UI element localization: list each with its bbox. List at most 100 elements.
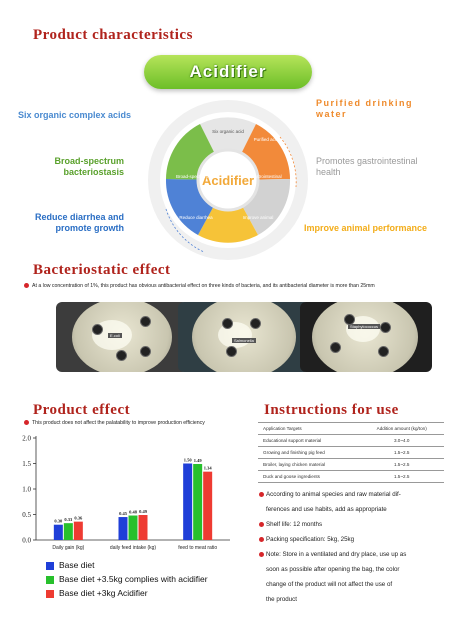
legend-swatch (46, 589, 54, 598)
bar-value-label: 1.34 (204, 466, 213, 471)
petri-label: E.coli (108, 333, 122, 338)
instruction-bullet-continued: soon as possible after opening the bag, … (266, 566, 400, 573)
table-header-row: Application Targets Addition amount (kg/… (258, 422, 444, 435)
table-row: Educational support material 3.0~4.0 (258, 434, 444, 447)
instruction-bullet: Packing specification: 5kg, 25kg (259, 536, 354, 544)
wheel-center-label: Acidifier (202, 173, 254, 188)
effect-description: This product does not affect the palatab… (24, 420, 205, 426)
chart-bar (118, 517, 128, 540)
acidifier-pill: Acidifier (144, 55, 312, 89)
table-cell: 1.5~2.5 (359, 470, 444, 483)
antibiotic-disc (116, 350, 127, 361)
wheel-center (196, 148, 260, 212)
table-row: Growing and finishing pig feed 1.5~2.5 (258, 446, 444, 459)
table-cell: Broiler, laying chicken material (258, 458, 360, 471)
bullet-icon (259, 536, 264, 542)
feature-animal-performance: Improve animal performance (304, 223, 428, 233)
legend-label: Base diet +3kg Acidifier (59, 588, 148, 598)
connector-left (165, 208, 205, 253)
antibiotic-disc (378, 346, 389, 357)
antibiotic-disc (140, 316, 151, 327)
table-cell: Growing and finishing pig feed (258, 446, 360, 459)
antibiotic-disc (222, 318, 233, 329)
wheel-segment-label: Gastrointestinal (250, 174, 281, 179)
table-cell: 3.0~4.0 (359, 434, 444, 447)
legend-swatch (46, 575, 54, 584)
table-header: Application Targets (258, 422, 360, 435)
feature-gastrointestinal: Promotes gastrointestinal health (316, 156, 418, 177)
antibiotic-disc (226, 346, 237, 357)
bullet-icon (259, 551, 264, 557)
chart-bar (128, 515, 138, 540)
legend-label: Base diet (59, 560, 95, 570)
instruction-bullet: Shelf life: 12 months (259, 521, 322, 529)
table-cell: 1.5~2.5 (359, 446, 444, 459)
acidifier-pill-label: Acidifier (189, 62, 267, 81)
x-category-label: feed to meat ratio (178, 545, 217, 551)
feature-purified-water: Purified drinking water (316, 98, 414, 119)
bar-value-label: 0.30 (54, 519, 63, 524)
wheel-segment-label: Purified acid (254, 137, 279, 142)
bar-value-label: 0.45 (119, 511, 128, 516)
petri-photo-ecoli: E.coli (56, 302, 188, 372)
acidifier-wheel: Acidifier Six organic acid Purified acid… (148, 100, 308, 260)
effect-text: This product does not affect the palatab… (32, 420, 205, 426)
petri-photo-salmonella: Salmonella (178, 302, 310, 372)
y-tick-label: 1.0 (22, 486, 31, 494)
y-tick-label: 2.0 (22, 435, 31, 443)
table-row: Broiler, laying chicken material 1.5~2.5 (258, 458, 444, 471)
wheel-segment-label: Reduce diarrhea (179, 215, 213, 220)
bar-value-label: 0.49 (139, 509, 148, 514)
bacteriostatic-description: At a low concentration of 1%, this produ… (24, 283, 375, 289)
bar-value-label: 0.48 (129, 510, 138, 515)
product-characteristics-title: Product characteristics (33, 27, 193, 43)
feature-reduce-diarrhea: Reduce diarrhea and promote growth (34, 212, 124, 233)
petri-label: Staphylococcus (348, 324, 381, 329)
chart-bar (53, 524, 63, 540)
bacteriostatic-text: At a low concentration of 1%, this produ… (32, 283, 375, 289)
antibiotic-disc (250, 318, 261, 329)
instruction-bullet: According to animal species and raw mate… (259, 491, 401, 499)
bar-value-label: 1.50 (184, 458, 193, 463)
table-cell: 1.5~2.5 (359, 458, 444, 471)
table-cell: Educational support material (258, 434, 360, 447)
table-header: Addition amount (kg/ton) (359, 422, 444, 435)
y-tick-label: 0.0 (22, 537, 31, 545)
feature-six-organic-acids: Six organic complex acids (18, 110, 132, 120)
feature-broad-spectrum: Broad-spectrum bacteriostasis (54, 156, 124, 177)
table-row: Duck and goose ingredients 1.5~2.5 (258, 470, 444, 483)
legend-item: Base diet (46, 560, 94, 570)
bar-value-label: 0.33 (64, 517, 73, 522)
connector-right (279, 136, 297, 188)
chart-bar (203, 471, 213, 540)
bullet-icon (24, 283, 29, 289)
instruction-bullet-continued: ferences and use habits, add as appropri… (266, 506, 387, 513)
bullet-icon (24, 420, 29, 426)
bullet-icon (259, 491, 264, 497)
chart-bar (63, 523, 73, 540)
chart-bar (193, 464, 203, 540)
wheel-segment-label: Improve animal (243, 215, 274, 220)
instruction-bullet-continued: change of the product will not affect th… (266, 581, 393, 588)
chart-bar (183, 463, 193, 540)
wheel-segment-label: Broad-spectrum (176, 174, 208, 179)
legend-swatch (46, 561, 54, 570)
product-effect-chart: 0.0 0.5 1.0 1.5 2.0 0.30 0.33 0.36 Daily gain (k… (22, 435, 230, 551)
instructions-table: Application Targets Addition amount (kg/… (258, 422, 444, 483)
y-tick-label: 0.5 (22, 511, 31, 519)
petri-photo-staph: Staphylococcus (300, 302, 432, 372)
chart-bar (73, 521, 83, 540)
bar-value-label: 1.49 (194, 458, 203, 463)
instructions-title: Instructions for use (264, 402, 399, 418)
x-category-label: Daily gain (kg) (52, 545, 84, 551)
product-effect-title: Product effect (33, 402, 131, 418)
y-tick-label: 1.5 (22, 460, 31, 468)
antibiotic-disc (140, 346, 151, 357)
bar-value-label: 0.36 (74, 516, 83, 521)
chart-bar (138, 515, 148, 540)
petri-label: Salmonella (232, 338, 256, 343)
bullet-icon (259, 521, 264, 527)
table-cell: Duck and goose ingredients (258, 470, 360, 483)
instruction-bullet: Note: Store in a ventilated and dry plac… (259, 551, 406, 559)
instruction-bullet-continued: the product (266, 596, 297, 603)
